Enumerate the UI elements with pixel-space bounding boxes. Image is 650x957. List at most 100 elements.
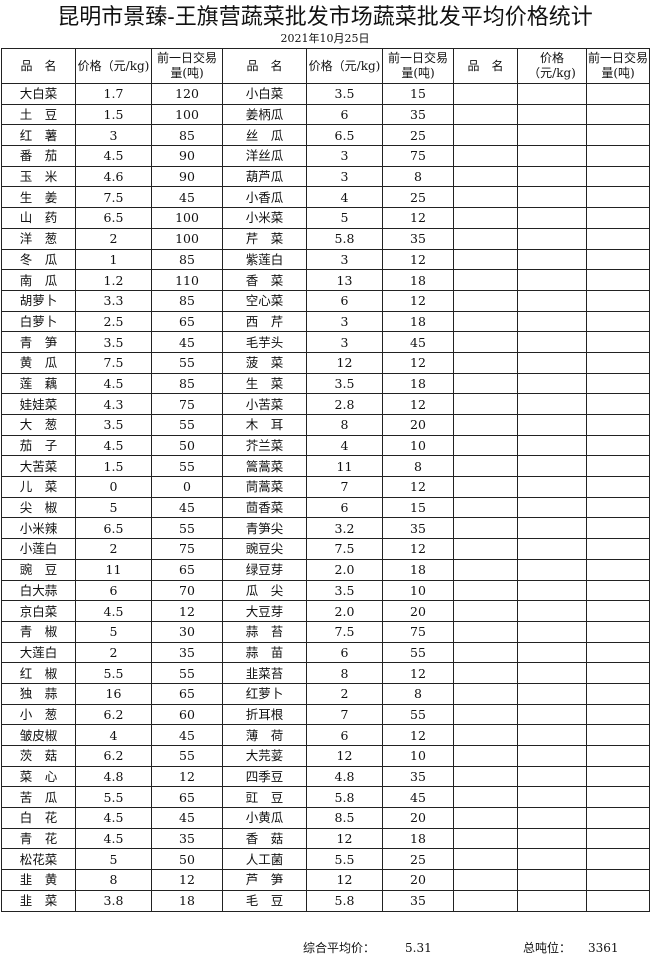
cell-name: 儿 菜 bbox=[1, 476, 76, 498]
cell-price: 6.5 bbox=[75, 517, 152, 540]
cell-name: 紫莲白 bbox=[222, 248, 307, 271]
empty-cell bbox=[586, 889, 650, 912]
cell-name: 小香瓜 bbox=[222, 186, 307, 209]
cell-price: 7.5 bbox=[306, 620, 383, 643]
cell-price: 2.5 bbox=[75, 310, 152, 333]
table-row: 红 薯 3 85 丝 瓜 6.5 25 bbox=[1, 124, 650, 147]
cell-price: 6.5 bbox=[306, 124, 383, 147]
empty-cell bbox=[517, 331, 587, 353]
cell-volume: 75 bbox=[151, 393, 223, 415]
table-row: 京白菜 4.5 12 大豆芽 2.0 20 bbox=[1, 600, 650, 622]
cell-volume: 45 bbox=[151, 724, 223, 746]
empty-cell bbox=[517, 724, 587, 746]
cell-volume: 55 bbox=[151, 351, 223, 374]
empty-cell bbox=[453, 889, 518, 912]
empty-cell bbox=[586, 186, 650, 209]
empty-cell bbox=[586, 372, 650, 395]
cell-volume: 30 bbox=[151, 620, 223, 643]
cell-price: 11 bbox=[75, 558, 152, 581]
empty-cell bbox=[586, 765, 650, 788]
empty-cell bbox=[453, 600, 518, 622]
table-row: 青 花 4.5 35 香 菇 12 18 bbox=[1, 827, 650, 850]
cell-volume: 55 bbox=[151, 517, 223, 540]
cell-price: 6 bbox=[306, 496, 383, 519]
cell-name: 茼蒿菜 bbox=[222, 476, 307, 498]
cell-volume: 25 bbox=[382, 186, 454, 209]
cell-name: 大豆芽 bbox=[222, 600, 307, 622]
average-price-value: 5.31 bbox=[405, 941, 432, 955]
header-volume: 前一日交易量(吨) bbox=[586, 48, 650, 84]
cell-volume: 35 bbox=[382, 765, 454, 788]
cell-price: 4.8 bbox=[306, 765, 383, 788]
cell-price: 4.5 bbox=[75, 434, 152, 457]
cell-volume: 55 bbox=[151, 745, 223, 767]
cell-price: 3 bbox=[306, 331, 383, 353]
empty-cell bbox=[586, 662, 650, 684]
empty-cell bbox=[517, 827, 587, 850]
empty-cell bbox=[453, 517, 518, 540]
cell-price: 2 bbox=[75, 538, 152, 560]
cell-name: 芹 菜 bbox=[222, 227, 307, 250]
empty-cell bbox=[517, 227, 587, 250]
table-row: 皱皮椒 4 45 薄 荷 6 12 bbox=[1, 724, 650, 746]
cell-name: 娃娃菜 bbox=[1, 393, 76, 415]
total-tonnage-label: 总吨位： bbox=[523, 941, 572, 955]
cell-name: 折耳根 bbox=[222, 703, 307, 726]
table-row: 韭 黄 8 12 芦 笋 12 20 bbox=[1, 869, 650, 891]
cell-volume: 15 bbox=[382, 83, 454, 105]
cell-price: 4.5 bbox=[75, 145, 152, 167]
empty-cell bbox=[586, 703, 650, 726]
cell-price: 11 bbox=[306, 455, 383, 478]
cell-volume: 75 bbox=[382, 620, 454, 643]
cell-name: 番 茄 bbox=[1, 145, 76, 167]
cell-name: 绿豆芽 bbox=[222, 558, 307, 581]
cell-volume: 8 bbox=[382, 455, 454, 478]
cell-price: 12 bbox=[306, 745, 383, 767]
empty-cell bbox=[453, 869, 518, 891]
cell-price: 3.5 bbox=[306, 83, 383, 105]
cell-volume: 65 bbox=[151, 682, 223, 705]
cell-price: 5 bbox=[75, 848, 152, 871]
cell-name: 生 姜 bbox=[1, 186, 76, 209]
cell-volume: 90 bbox=[151, 165, 223, 188]
cell-volume: 25 bbox=[382, 848, 454, 871]
empty-cell bbox=[586, 745, 650, 767]
empty-cell bbox=[586, 869, 650, 891]
header-volume: 前一日交易量(吨) bbox=[151, 48, 223, 84]
cell-price: 5.5 bbox=[75, 786, 152, 809]
cell-name: 玉 米 bbox=[1, 165, 76, 188]
cell-name: 芦 笋 bbox=[222, 869, 307, 891]
cell-name: 韭菜苔 bbox=[222, 662, 307, 684]
cell-name: 茨 菇 bbox=[1, 745, 76, 767]
cell-name: 南 瓜 bbox=[1, 269, 76, 291]
empty-cell bbox=[517, 83, 587, 105]
table-row: 莲 藕 4.5 85 生 菜 3.5 18 bbox=[1, 372, 650, 395]
empty-cell bbox=[517, 620, 587, 643]
empty-cell bbox=[453, 434, 518, 457]
empty-cell bbox=[586, 724, 650, 746]
cell-name: 木 耳 bbox=[222, 414, 307, 436]
cell-price: 5.8 bbox=[306, 889, 383, 912]
cell-volume: 18 bbox=[382, 827, 454, 850]
empty-cell bbox=[517, 351, 587, 374]
empty-cell bbox=[517, 103, 587, 126]
cell-volume: 35 bbox=[151, 827, 223, 850]
empty-cell bbox=[586, 455, 650, 478]
cell-volume: 100 bbox=[151, 207, 223, 229]
empty-cell bbox=[517, 600, 587, 622]
cell-price: 3 bbox=[75, 124, 152, 147]
empty-cell bbox=[517, 765, 587, 788]
empty-cell bbox=[453, 83, 518, 105]
header-name: 品 名 bbox=[222, 48, 307, 84]
empty-cell bbox=[517, 848, 587, 871]
cell-price: 3.5 bbox=[75, 331, 152, 353]
average-price-label: 综合平均价： bbox=[303, 941, 376, 955]
cell-name: 土 豆 bbox=[1, 103, 76, 126]
cell-volume: 120 bbox=[151, 83, 223, 105]
cell-name: 黄 瓜 bbox=[1, 351, 76, 374]
cell-volume: 45 bbox=[151, 331, 223, 353]
header-name: 品 名 bbox=[453, 48, 518, 84]
empty-cell bbox=[453, 124, 518, 147]
cell-volume: 100 bbox=[151, 227, 223, 250]
cell-name: 空心菜 bbox=[222, 289, 307, 312]
